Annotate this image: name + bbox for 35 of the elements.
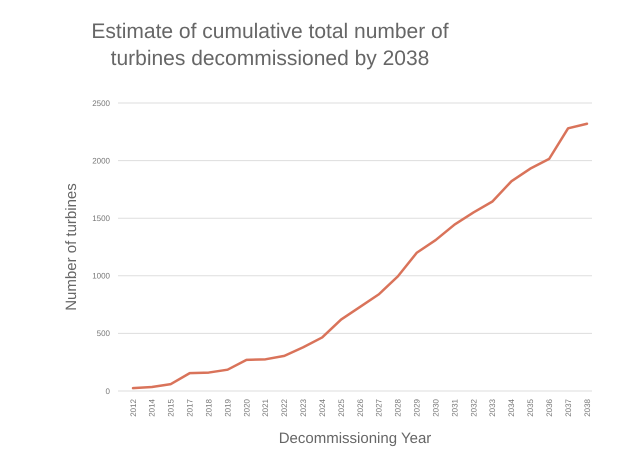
y-axis-title: Number of turbines (63, 183, 80, 311)
x-tick-label: 2025 (336, 398, 346, 417)
x-tick-label: 2036 (544, 398, 554, 417)
y-tick-label: 1000 (92, 272, 111, 281)
x-tick-label: 2021 (261, 398, 270, 417)
y-tick-label: 0 (106, 386, 111, 396)
x-tick-label: 2032 (469, 398, 478, 417)
x-tick-label: 2038 (582, 398, 592, 417)
x-tick-label: 2030 (431, 398, 440, 417)
x-tick-label: 2012 (128, 398, 138, 417)
x-tick-label: 2015 (166, 398, 176, 417)
x-axis-title: Decommissioning Year (278, 430, 432, 447)
chart-title: Estimate of cumulative total number of turbines decommissioned by 2038 (91, 20, 449, 70)
x-tick-label: 2028 (394, 398, 403, 417)
x-tick-label: 2027 (374, 398, 384, 417)
x-tick-label: 2034 (507, 398, 516, 417)
x-tick-label: 2029 (412, 398, 422, 417)
x-tick-label: 2033 (488, 398, 498, 417)
x-tick-label: 2035 (526, 398, 536, 417)
x-tick-label: 2014 (148, 398, 157, 417)
x-tick-label: 2017 (186, 398, 195, 417)
x-tick-label: 2019 (223, 398, 232, 417)
x-tick-label: 2026 (356, 398, 365, 417)
x-tick-label: 2022 (280, 398, 290, 417)
y-tick-label: 2000 (92, 156, 111, 166)
x-tick-label: 2020 (242, 398, 252, 417)
y-tick-label: 1500 (92, 214, 111, 223)
y-tick-label: 2500 (92, 98, 111, 108)
x-tick-label: 2031 (450, 398, 460, 417)
y-tick-label: 500 (96, 329, 111, 338)
x-tick-label: 2018 (204, 398, 214, 417)
x-tick-label: 2037 (564, 398, 573, 417)
x-tick-label: 2023 (299, 398, 308, 417)
x-tick-label: 2024 (318, 398, 327, 417)
line-series (132, 122, 588, 390)
